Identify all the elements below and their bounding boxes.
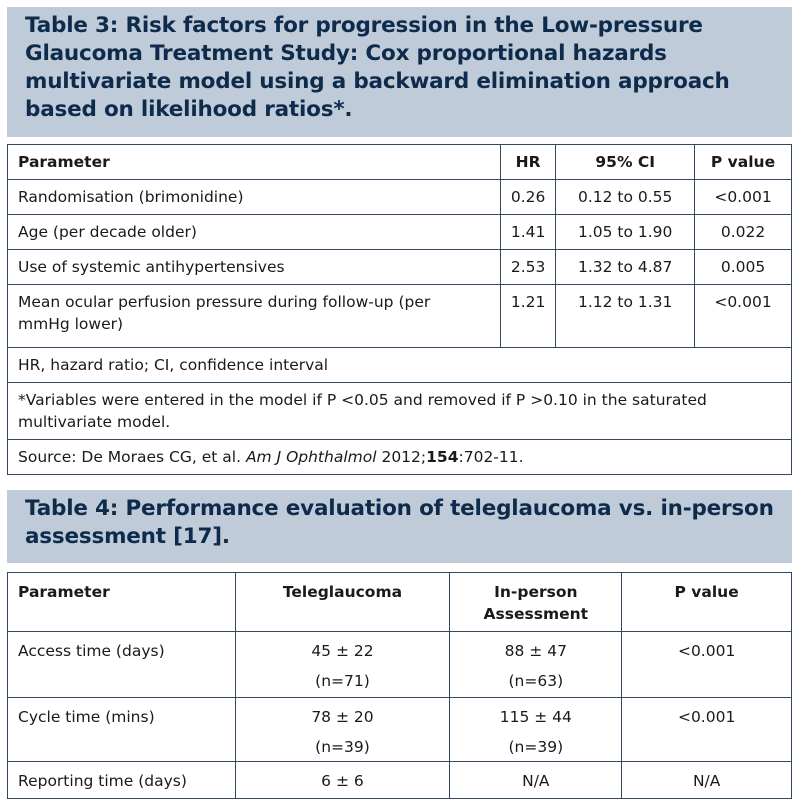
cell-parameter: Age (per decade older)	[7, 214, 501, 250]
source-pages: :702-11.	[458, 448, 524, 466]
source-volume: 154	[426, 448, 459, 466]
cell-teleglaucoma: 45 ± 22 (n=71)	[234, 631, 451, 698]
source-year: 2012;	[376, 448, 427, 466]
header-hr: HR	[499, 144, 557, 180]
source-note: Source: De Moraes CG, et al. Am J Ophtha…	[7, 439, 792, 475]
source-authors: Source: De Moraes CG, et al.	[18, 448, 246, 466]
header-in-person: In-person Assessment	[449, 572, 623, 632]
cell-in-person: 88 ± 47 (n=63)	[449, 631, 623, 698]
cell-ci: 1.05 to 1.90	[555, 214, 696, 250]
sample-size: (n=63)	[508, 672, 564, 690]
table-row: Mean ocular perfusion pressure during fo…	[7, 284, 792, 348]
value: 115 ± 44	[499, 708, 572, 726]
table-row: Reporting time (days) 6 ± 6 N/A N/A	[7, 761, 792, 799]
table-row: Access time (days) 45 ± 22 (n=71) 88 ± 47…	[7, 631, 792, 698]
header-p: P value	[621, 572, 792, 632]
header-p: P value	[694, 144, 792, 180]
cell-p: <0.001	[621, 631, 792, 698]
cell-hr: 2.53	[499, 249, 557, 285]
header-parameter: Parameter	[7, 144, 501, 180]
sample-size: (n=39)	[315, 738, 370, 756]
table-header-row: Parameter Teleglaucoma In-person Assessm…	[7, 572, 792, 632]
value: 88 ± 47	[504, 642, 567, 660]
table4: Parameter Teleglaucoma In-person Assessm…	[7, 572, 792, 799]
cell-parameter: Reporting time (days)	[7, 761, 236, 799]
cell-teleglaucoma: 6 ± 6	[234, 761, 451, 799]
cell-ci: 1.12 to 1.31	[555, 284, 696, 348]
cell-in-person: 115 ± 44 (n=39)	[449, 697, 623, 762]
cell-hr: 0.26	[499, 179, 557, 215]
table3-caption: Table 3: Risk factors for progression in…	[7, 7, 792, 137]
cell-teleglaucoma: 78 ± 20 (n=39)	[234, 697, 451, 762]
table4-caption: Table 4: Performance evaluation of teleg…	[7, 490, 792, 563]
table-row: Use of systemic antihypertensives 2.53 1…	[7, 249, 792, 285]
cell-p: <0.001	[694, 179, 792, 215]
cell-hr: 1.41	[499, 214, 557, 250]
header-teleglaucoma: Teleglaucoma	[234, 572, 451, 632]
table-row: Cycle time (mins) 78 ± 20 (n=39) 115 ± 44…	[7, 697, 792, 762]
table-header-row: Parameter HR 95% CI P value	[7, 144, 792, 180]
cell-p: 0.005	[694, 249, 792, 285]
value: 45 ± 22	[311, 642, 374, 660]
footnote: *Variables were entered in the model if …	[7, 382, 792, 440]
cell-ci: 0.12 to 0.55	[555, 179, 696, 215]
header-ci: 95% CI	[555, 144, 696, 180]
cell-parameter: Mean ocular perfusion pressure during fo…	[7, 284, 501, 348]
header-parameter: Parameter	[7, 572, 236, 632]
source-journal: Am J Ophthalmol	[245, 448, 377, 466]
cell-hr: 1.21	[499, 284, 557, 348]
cell-in-person: N/A	[449, 761, 623, 799]
cell-parameter: Access time (days)	[7, 631, 236, 698]
cell-p: <0.001	[621, 697, 792, 762]
sample-size: (n=39)	[508, 738, 564, 756]
table-row: Age (per decade older) 1.41 1.05 to 1.90…	[7, 214, 792, 250]
abbreviations-note: HR, hazard ratio; CI, confidence interva…	[7, 347, 792, 383]
cell-p: N/A	[621, 761, 792, 799]
cell-ci: 1.32 to 4.87	[555, 249, 696, 285]
value: 78 ± 20	[311, 708, 374, 726]
table-row: Randomisation (brimonidine) 0.26 0.12 to…	[7, 179, 792, 215]
cell-p: <0.001	[694, 284, 792, 348]
cell-parameter: Randomisation (brimonidine)	[7, 179, 501, 215]
sample-size: (n=71)	[315, 672, 370, 690]
table3: Parameter HR 95% CI P value Randomisatio…	[7, 144, 792, 475]
cell-p: 0.022	[694, 214, 792, 250]
cell-parameter: Cycle time (mins)	[7, 697, 236, 762]
cell-parameter: Use of systemic antihypertensives	[7, 249, 501, 285]
